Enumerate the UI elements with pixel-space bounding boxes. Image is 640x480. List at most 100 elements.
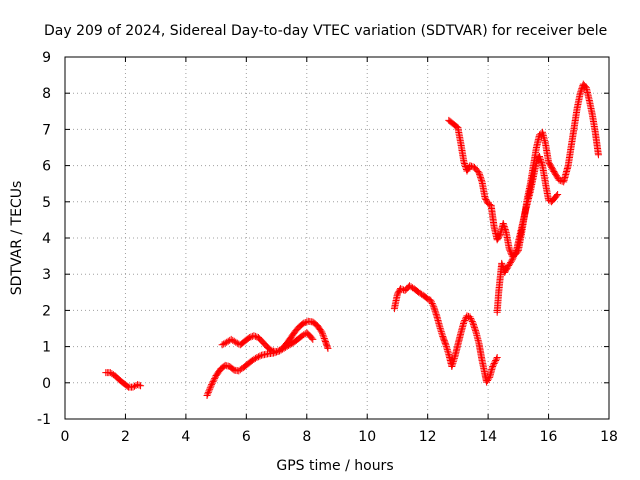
data-point-plus (492, 355, 500, 363)
series-arc5 (445, 80, 602, 260)
y-tick-label: 2 (42, 303, 51, 319)
data-point-plus (511, 250, 519, 258)
data-point-plus (245, 334, 253, 342)
data-point-plus (467, 314, 475, 322)
data-point-plus (431, 307, 439, 315)
data-points (102, 80, 602, 399)
series-arc2 (203, 329, 317, 399)
chart-title: Day 209 of 2024, Sidereal Day-to-day VTE… (44, 23, 607, 39)
data-point-plus (506, 259, 514, 267)
data-point-plus (437, 326, 445, 334)
y-tick-label: -1 (37, 412, 51, 428)
data-point-plus (537, 157, 545, 165)
data-point-plus (500, 221, 508, 229)
data-point-plus (500, 223, 508, 231)
data-point-plus (301, 318, 309, 326)
data-point-plus (318, 328, 326, 336)
data-point-plus (476, 172, 484, 180)
data-point-plus (552, 170, 560, 178)
data-point-plus (463, 312, 471, 320)
data-point-plus (208, 381, 216, 389)
data-point-plus (510, 253, 518, 261)
data-point-plus (319, 331, 327, 339)
data-point-plus (438, 329, 446, 337)
data-point-plus (489, 361, 497, 369)
data-point-plus (396, 285, 404, 293)
data-point-plus (508, 256, 516, 264)
data-point-plus (469, 319, 477, 327)
data-point-plus (427, 296, 435, 304)
x-axis-label: GPS time / hours (276, 458, 393, 474)
y-tick-label: 8 (42, 86, 51, 102)
data-point-plus (273, 348, 281, 356)
data-point-plus (247, 333, 255, 341)
data-point-plus (254, 353, 262, 361)
data-point-plus (432, 309, 440, 317)
data-point-plus (427, 298, 435, 306)
data-point-plus (204, 388, 212, 396)
data-point-plus (437, 328, 445, 336)
data-point-plus (536, 154, 544, 162)
data-point-plus (221, 339, 229, 347)
y-tick-label: 6 (42, 159, 51, 175)
data-point-plus (218, 341, 226, 349)
data-point-plus (207, 382, 215, 390)
data-point-plus (449, 358, 457, 366)
data-point-plus (510, 251, 518, 259)
data-point-plus (309, 335, 317, 343)
data-point-plus (323, 343, 331, 351)
data-point-plus (477, 175, 485, 183)
data-point-plus (135, 381, 143, 389)
x-tick-label: 6 (242, 429, 251, 445)
data-point-plus (250, 332, 258, 340)
data-point-plus (209, 378, 217, 386)
data-point-plus (205, 387, 213, 395)
data-point-plus (230, 337, 238, 345)
data-point-plus (317, 327, 325, 335)
data-point-plus (474, 167, 482, 175)
series-arc4 (390, 282, 501, 386)
data-point-plus (204, 390, 212, 398)
data-point-plus (274, 347, 282, 355)
data-point-plus (475, 169, 483, 177)
data-point-plus (211, 375, 219, 383)
data-point-plus (505, 245, 513, 253)
axis-ticks (64, 56, 610, 420)
data-point-plus (430, 303, 438, 311)
data-point-plus (507, 257, 515, 265)
data-point-plus (577, 88, 585, 96)
data-point-plus (429, 301, 437, 309)
data-point-plus (472, 327, 480, 335)
data-point-plus (430, 304, 438, 312)
data-point-plus (499, 262, 507, 270)
x-tick-label: 16 (540, 429, 558, 445)
data-point-plus (210, 376, 218, 384)
x-tick-label: 2 (121, 429, 130, 445)
data-point-plus (251, 354, 259, 362)
data-point-plus (251, 332, 259, 340)
data-point-plus (512, 246, 520, 254)
x-tick-label: 8 (302, 429, 311, 445)
data-point-plus (553, 173, 561, 181)
x-tick-label: 14 (479, 429, 497, 445)
data-point-plus (506, 246, 514, 254)
x-tick-label: 12 (419, 429, 437, 445)
data-point-plus (498, 259, 506, 267)
y-tick-label: 3 (42, 267, 51, 283)
data-point-plus (535, 153, 543, 161)
data-point-plus (495, 232, 503, 240)
x-tick-label: 18 (600, 429, 618, 445)
data-point-plus (505, 262, 513, 270)
data-point-plus (545, 196, 553, 204)
data-point-plus (470, 322, 478, 330)
y-tick-label: 1 (42, 340, 51, 356)
data-point-plus (137, 382, 145, 390)
data-point-plus (431, 306, 439, 314)
data-point-plus (484, 200, 492, 208)
data-point-plus (436, 323, 444, 331)
data-point-plus (554, 191, 562, 199)
data-point-plus (320, 333, 328, 341)
data-point-plus (471, 325, 479, 333)
data-point-plus (470, 321, 478, 329)
x-tick-label: 4 (181, 429, 190, 445)
